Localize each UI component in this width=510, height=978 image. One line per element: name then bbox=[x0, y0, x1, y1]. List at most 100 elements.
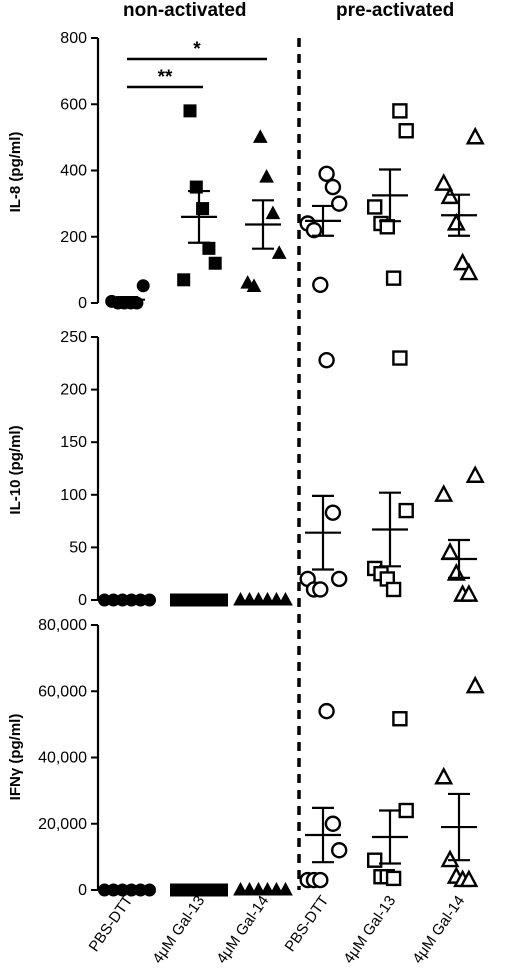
data-point bbox=[398, 802, 414, 819]
data-point bbox=[440, 541, 460, 560]
data-point bbox=[398, 123, 414, 139]
data-point bbox=[242, 591, 257, 606]
data-point bbox=[459, 584, 479, 602]
data-point bbox=[392, 350, 408, 366]
data-point bbox=[465, 465, 485, 483]
x-category-label: 4μM Gal-13 bbox=[149, 893, 208, 967]
y-axis-label: IL-8 (pg/ml) bbox=[7, 132, 24, 213]
data-point bbox=[271, 245, 287, 259]
header-pre-activated: pre-activated bbox=[336, 0, 455, 21]
data-point bbox=[434, 173, 454, 191]
y-tick-label: 150 bbox=[60, 434, 87, 451]
y-tick-label: 200 bbox=[60, 229, 87, 246]
data-point bbox=[465, 126, 485, 145]
data-point bbox=[385, 270, 402, 286]
data-point bbox=[440, 186, 460, 205]
data-point bbox=[252, 129, 268, 143]
y-tick-label: 200 bbox=[60, 382, 87, 399]
series-pbs-dtt bbox=[98, 883, 156, 897]
series-pbs-dtt bbox=[98, 593, 156, 607]
data-point bbox=[385, 870, 402, 887]
series-4-m-gal-13 bbox=[367, 711, 414, 887]
y-tick-label: 0 bbox=[78, 295, 87, 312]
data-point bbox=[278, 881, 293, 896]
data-point bbox=[143, 593, 156, 607]
data-point bbox=[367, 852, 383, 868]
data-point bbox=[392, 711, 408, 727]
y-tick-label: 20,000 bbox=[38, 816, 87, 833]
x-category-label: 4μM Gal-14 bbox=[409, 893, 468, 967]
series-4-m-gal-14 bbox=[240, 129, 287, 292]
series-4-m-gal-14 bbox=[233, 881, 293, 896]
data-point bbox=[305, 221, 323, 239]
data-point bbox=[434, 766, 454, 785]
data-point bbox=[143, 883, 156, 897]
y-tick-label: 600 bbox=[60, 96, 87, 113]
y-tick-label: 800 bbox=[60, 30, 87, 47]
data-point bbox=[331, 570, 348, 588]
data-point bbox=[318, 351, 335, 369]
data-point bbox=[246, 278, 262, 292]
data-point bbox=[459, 869, 479, 888]
data-point bbox=[278, 591, 293, 606]
data-point bbox=[434, 484, 454, 502]
data-point bbox=[312, 276, 329, 293]
data-point bbox=[392, 103, 408, 119]
x-category-label: 4μM Gal-14 bbox=[213, 893, 272, 967]
data-point bbox=[177, 273, 191, 287]
data-point bbox=[233, 881, 248, 896]
data-point bbox=[324, 178, 342, 196]
y-tick-label: 0 bbox=[78, 592, 87, 609]
data-point bbox=[312, 581, 329, 598]
data-point bbox=[385, 581, 402, 598]
chart-panel-2: 0 50 100 150 200 250 IL-10 (pg/ml) bbox=[7, 329, 485, 609]
data-point bbox=[312, 871, 329, 889]
data-point bbox=[331, 842, 348, 859]
data-point bbox=[136, 279, 150, 293]
data-point bbox=[367, 199, 383, 215]
data-point bbox=[215, 593, 228, 607]
x-category-labels: PBS-DTT 4μM Gal-13 4μM Gal-14 PBS-DTT 4μM Ga… bbox=[86, 893, 469, 967]
y-tick-label: 250 bbox=[60, 329, 87, 346]
data-point bbox=[251, 881, 266, 896]
data-point bbox=[269, 591, 284, 606]
data-point bbox=[446, 212, 466, 231]
data-point bbox=[465, 675, 485, 694]
significance-label: ** bbox=[158, 67, 173, 88]
data-point bbox=[259, 169, 274, 183]
y-tick-label: 50 bbox=[69, 539, 87, 556]
series-pbs-dtt bbox=[299, 165, 348, 293]
y-axis-label: IFNγ (pg/ml) bbox=[7, 714, 24, 801]
series-pbs-dtt bbox=[105, 279, 150, 310]
y-tick-label: 400 bbox=[60, 163, 87, 180]
data-point bbox=[233, 591, 248, 606]
data-point bbox=[260, 881, 275, 896]
series-4-m-gal-13 bbox=[177, 104, 222, 287]
chart-panel-3: 0 20,000 40,000 60,000 80,000 IFNγ (pg/ml) bbox=[7, 617, 485, 899]
x-category-label: 4μM Gal-13 bbox=[340, 893, 399, 967]
data-point bbox=[269, 881, 284, 896]
series-4-m-gal-13 bbox=[367, 350, 414, 598]
series-4-m-gal-13 bbox=[367, 103, 414, 286]
data-point bbox=[242, 881, 257, 896]
y-tick-label: 40,000 bbox=[38, 750, 87, 767]
x-category-label: PBS-DTT bbox=[86, 893, 137, 955]
y-tick-label: 60,000 bbox=[38, 683, 87, 700]
data-point bbox=[324, 815, 342, 832]
data-point bbox=[453, 252, 473, 271]
data-point bbox=[202, 241, 216, 255]
data-point bbox=[251, 591, 266, 606]
series-4-m-gal-14 bbox=[434, 675, 485, 888]
data-point bbox=[265, 205, 281, 220]
y-tick-label: 80,000 bbox=[38, 617, 87, 634]
x-category-label: PBS-DTT bbox=[282, 893, 333, 955]
data-point bbox=[208, 256, 222, 270]
data-point bbox=[215, 883, 228, 897]
data-point bbox=[324, 504, 342, 521]
data-point bbox=[260, 591, 275, 606]
series-4-m-gal-14 bbox=[434, 465, 485, 602]
series-pbs-dtt bbox=[299, 351, 348, 598]
